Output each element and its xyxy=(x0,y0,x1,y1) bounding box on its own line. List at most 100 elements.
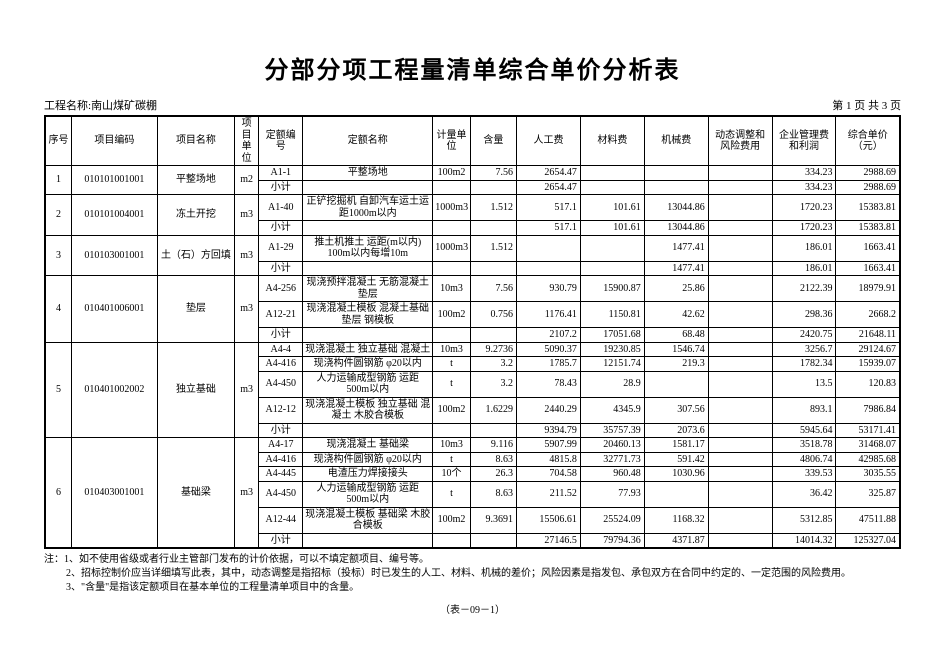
cell-mgmt: 5312.85 xyxy=(772,507,836,533)
cell-item-unit: m3 xyxy=(235,276,259,343)
cell-labor: 211.52 xyxy=(517,481,581,507)
cell-empty xyxy=(433,221,470,236)
cell-risk xyxy=(708,195,772,221)
table-row: 2010101004001冻土开挖m3A1-40正铲挖掘机 自卸汽车运土运距10… xyxy=(45,195,900,221)
cell-machine: 1477.41 xyxy=(644,261,708,276)
cell-meas-unit: 100m2 xyxy=(433,397,470,423)
table-row: 3010103001001土（石）方回填m3A1-29推土机推土 运距(m以内)… xyxy=(45,235,900,261)
th-labor: 人工费 xyxy=(517,116,581,166)
cell-mgmt: 4806.74 xyxy=(772,452,836,467)
cell-material: 77.93 xyxy=(580,481,644,507)
cell-item-code: 010101004001 xyxy=(71,195,157,236)
cell-quota-code: A12-44 xyxy=(259,507,303,533)
cell-qty: 7.56 xyxy=(470,166,516,181)
cell-risk xyxy=(708,166,772,181)
cell-empty xyxy=(433,328,470,343)
cell-quota-name: 现浇构件圆钢筋 φ20以内 xyxy=(303,452,433,467)
cell-item-code: 010103001001 xyxy=(71,235,157,276)
cell-mgmt: 14014.32 xyxy=(772,533,836,548)
cell-item-code: 010101001001 xyxy=(71,166,157,195)
th-qty: 含量 xyxy=(470,116,516,166)
cell-mgmt: 1720.23 xyxy=(772,195,836,221)
cell-material: 101.61 xyxy=(580,221,644,236)
cell-machine: 1168.32 xyxy=(644,507,708,533)
cell-quota-code: A12-21 xyxy=(259,302,303,328)
cell-risk xyxy=(708,452,772,467)
cell-unit-price: 2988.69 xyxy=(836,166,900,181)
cell-empty xyxy=(303,328,433,343)
cell-machine: 13044.86 xyxy=(644,195,708,221)
th-material: 材料费 xyxy=(580,116,644,166)
cell-machine: 307.56 xyxy=(644,397,708,423)
cell-empty xyxy=(470,180,516,195)
cell-unit-price: 53171.41 xyxy=(836,423,900,438)
th-risk: 动态调整和风险费用 xyxy=(708,116,772,166)
cell-mgmt: 186.01 xyxy=(772,235,836,261)
cell-unit-price: 42985.68 xyxy=(836,452,900,467)
cell-material: 17051.68 xyxy=(580,328,644,343)
cell-labor: 2107.2 xyxy=(517,328,581,343)
cell-risk xyxy=(708,438,772,453)
note-line: 2、招标控制价应当详细填写此表，其中，动态调整是指招标（投标）时已发生的人工、材… xyxy=(44,567,901,581)
cell-material xyxy=(580,166,644,181)
cell-seq: 2 xyxy=(45,195,71,236)
cell-mgmt: 1782.34 xyxy=(772,357,836,372)
cell-mgmt: 36.42 xyxy=(772,481,836,507)
table-row: 6010403001001基础梁m3A4-17现浇混凝土 基础梁10m39.11… xyxy=(45,438,900,453)
cell-meas-unit: 10m3 xyxy=(433,438,470,453)
cell-unit-price: 2668.2 xyxy=(836,302,900,328)
cell-material: 1150.81 xyxy=(580,302,644,328)
cell-quota-code: A4-256 xyxy=(259,276,303,302)
cell-quota-name: 现浇构件圆钢筋 φ20以内 xyxy=(303,357,433,372)
subtotal-label: 小计 xyxy=(259,261,303,276)
cell-qty: 1.6229 xyxy=(470,397,516,423)
cell-item-unit: m3 xyxy=(235,235,259,276)
cell-empty xyxy=(303,221,433,236)
cell-labor: 4815.8 xyxy=(517,452,581,467)
project-label: 工程名称:南山煤矿碳棚 xyxy=(44,97,157,113)
cell-machine: 1546.74 xyxy=(644,342,708,357)
meta-row: 工程名称:南山煤矿碳棚 第 1 页 共 3 页 xyxy=(44,97,901,113)
cell-material: 79794.36 xyxy=(580,533,644,548)
cell-quota-name: 平整场地 xyxy=(303,166,433,181)
th-unit-price: 综合单价（元） xyxy=(836,116,900,166)
cell-machine: 42.62 xyxy=(644,302,708,328)
cell-empty xyxy=(470,533,516,548)
cell-unit-price: 7986.84 xyxy=(836,397,900,423)
cell-item-name: 垫层 xyxy=(157,276,234,343)
cell-unit-price: 21648.11 xyxy=(836,328,900,343)
cell-mgmt: 298.36 xyxy=(772,302,836,328)
cell-risk xyxy=(708,371,772,397)
cell-meas-unit: 10m3 xyxy=(433,276,470,302)
cell-quota-code: A1-40 xyxy=(259,195,303,221)
cell-material xyxy=(580,261,644,276)
cell-item-name: 独立基础 xyxy=(157,342,234,438)
cell-mgmt: 2420.75 xyxy=(772,328,836,343)
cell-risk xyxy=(708,180,772,195)
cell-qty: 26.3 xyxy=(470,467,516,482)
cell-machine: 219.3 xyxy=(644,357,708,372)
cell-qty: 1.512 xyxy=(470,235,516,261)
cell-quota-code: A4-416 xyxy=(259,357,303,372)
cell-unit-price: 1663.41 xyxy=(836,261,900,276)
cell-unit-price: 3035.55 xyxy=(836,467,900,482)
cell-quota-code: A1-1 xyxy=(259,166,303,181)
cell-material: 35757.39 xyxy=(580,423,644,438)
cell-quota-code: A4-450 xyxy=(259,481,303,507)
cell-mgmt: 13.5 xyxy=(772,371,836,397)
cell-labor: 27146.5 xyxy=(517,533,581,548)
cell-risk xyxy=(708,481,772,507)
cell-quota-code: A4-17 xyxy=(259,438,303,453)
cell-mgmt: 334.23 xyxy=(772,180,836,195)
cell-unit-price: 18979.91 xyxy=(836,276,900,302)
cell-material: 20460.13 xyxy=(580,438,644,453)
cell-item-name: 平整场地 xyxy=(157,166,234,195)
cell-qty: 8.63 xyxy=(470,452,516,467)
cell-unit-price: 47511.88 xyxy=(836,507,900,533)
cell-machine: 68.48 xyxy=(644,328,708,343)
cell-quota-name: 正铲挖掘机 自卸汽车运土运距1000m以内 xyxy=(303,195,433,221)
cell-risk xyxy=(708,533,772,548)
cell-item-name: 土（石）方回填 xyxy=(157,235,234,276)
cell-item-code: 010401002002 xyxy=(71,342,157,438)
cell-mgmt: 339.53 xyxy=(772,467,836,482)
